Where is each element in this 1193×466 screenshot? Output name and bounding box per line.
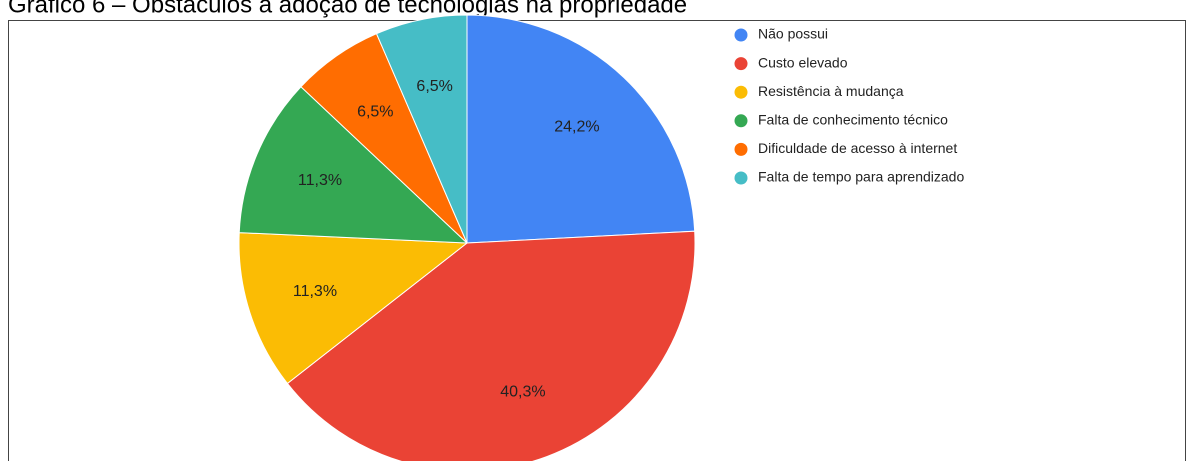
legend-swatch — [734, 114, 748, 128]
slice-label: 11,3% — [298, 172, 342, 189]
pie-slice — [238, 232, 469, 385]
pie-slice — [286, 230, 696, 466]
pie-slice — [466, 14, 696, 244]
pie-slice — [238, 86, 469, 244]
legend-label: Resistência à mudança — [758, 83, 904, 99]
legend-label: Custo elevado — [758, 54, 848, 70]
legend-swatch — [734, 142, 748, 156]
slice-label: 11,3% — [293, 283, 337, 300]
slice-label: 6,5% — [357, 104, 393, 121]
legend-swatch — [734, 57, 748, 71]
legend-label: Dificuldade de acesso à internet — [758, 140, 957, 156]
slice-label: 6,5% — [416, 78, 452, 95]
slice-label: 24,2% — [554, 118, 599, 135]
legend-swatch — [734, 85, 748, 99]
title-bg — [0, 0, 1193, 20]
legend-swatch — [734, 171, 748, 185]
legend-label: Falta de conhecimento técnico — [758, 112, 948, 128]
legend-label: Não possui — [758, 26, 828, 42]
slice-label: 40,3% — [500, 384, 545, 401]
chart-title: Gráfico 6 – Obstáculos à adoção de tecno… — [8, 0, 687, 18]
legend-label: Falta de tempo para aprendizado — [758, 169, 964, 185]
pie-slice — [375, 14, 468, 244]
legend-swatch — [734, 28, 748, 42]
